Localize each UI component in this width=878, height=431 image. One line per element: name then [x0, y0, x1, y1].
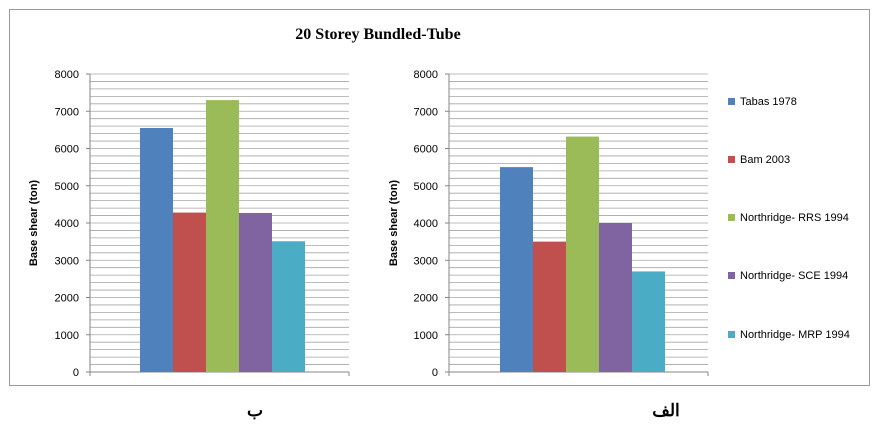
y-tick-label: 6000 — [414, 144, 438, 156]
bar — [599, 223, 632, 372]
legend-label: Northridge- RRS 1994 — [740, 212, 849, 224]
bar — [533, 241, 566, 372]
legend-label: Bam 2003 — [740, 154, 790, 166]
legend-label: Northridge- SCE 1994 — [740, 270, 848, 282]
bar — [500, 167, 533, 372]
legend-swatch — [728, 214, 735, 221]
bar — [140, 128, 173, 372]
y-tick-label: 7000 — [55, 106, 79, 118]
left-y-axis-label: Base shear (ton) — [28, 180, 40, 267]
y-tick-label: 2000 — [55, 293, 79, 305]
y-tick-label: 0 — [73, 367, 79, 379]
y-tick-label: 4000 — [55, 218, 79, 230]
y-tick-label: 6000 — [55, 144, 79, 156]
y-tick-label: 2000 — [414, 293, 438, 305]
right-y-axis-label: Base shear (ton) — [388, 180, 400, 267]
bar — [566, 136, 599, 372]
bar — [206, 100, 239, 372]
right-bar-chart: 0 1000 2000 3000 4000 5000 6000 7000 8000 Base sh… — [388, 69, 709, 379]
bar — [632, 271, 665, 372]
y-tick-label: 3000 — [55, 255, 79, 267]
left-bar-chart: 0 1000 2000 3000 4000 5000 6000 7000 8000 Base sh… — [28, 69, 350, 379]
legend-swatch — [728, 156, 735, 163]
bar — [173, 212, 206, 372]
y-tick-label: 5000 — [55, 181, 79, 193]
y-tick-label: 1000 — [55, 330, 79, 342]
legend-swatch — [728, 98, 735, 105]
legend-label: Northridge- MRP 1994 — [740, 329, 850, 341]
bar — [239, 212, 272, 372]
y-tick-label: 7000 — [414, 106, 438, 118]
legend-label: Tabas 1978 — [740, 96, 797, 108]
legend-swatch — [728, 331, 735, 338]
y-tick-label: 0 — [432, 367, 438, 379]
chart-title: 20 Storey Bundled-Tube — [295, 26, 460, 43]
y-tick-label: 3000 — [414, 255, 438, 267]
y-tick-label: 8000 — [55, 69, 79, 81]
y-tick-label: 5000 — [414, 181, 438, 193]
legend: Tabas 1978 Bam 2003 Northridge- RRS 1994 No… — [728, 96, 850, 341]
caption-left: ب — [247, 401, 263, 421]
y-tick-label: 8000 — [414, 69, 438, 81]
y-tick-label: 4000 — [414, 218, 438, 230]
bar — [272, 241, 305, 372]
legend-swatch — [728, 272, 735, 279]
y-tick-label: 1000 — [414, 330, 438, 342]
caption-right: الف — [652, 401, 680, 421]
